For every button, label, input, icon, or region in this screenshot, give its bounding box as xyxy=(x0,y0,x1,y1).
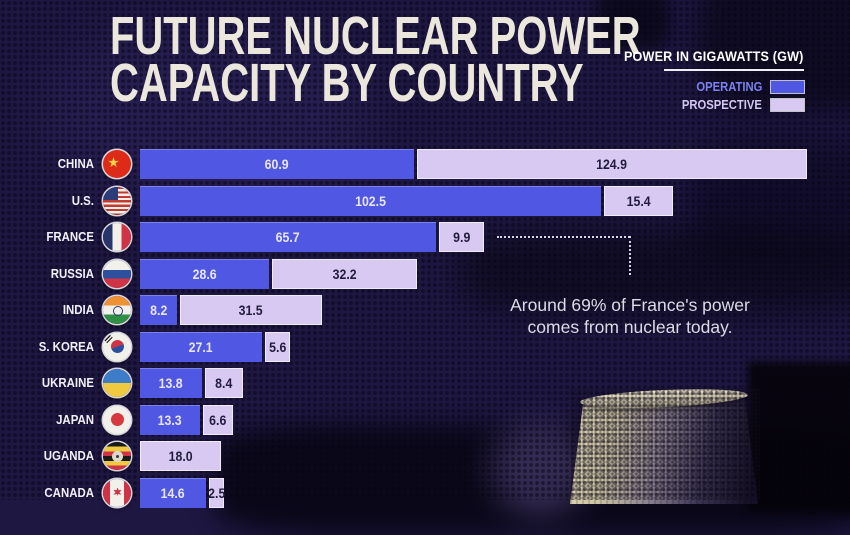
chart-row-canada: CANADA 14.6 2.5 xyxy=(0,477,850,508)
china-flag-icon xyxy=(103,150,131,178)
prospective-bar-segment: 18.0 xyxy=(140,441,221,471)
bar-group: 18.0 xyxy=(140,441,221,471)
skorea-flag-icon xyxy=(103,332,131,361)
country-label: CANADA xyxy=(44,484,94,500)
operating-value-label: 28.6 xyxy=(192,265,217,282)
operating-value-label: 60.9 xyxy=(265,156,289,172)
bar-group: 60.9 124.9 xyxy=(140,149,807,179)
chart-row-japan: JAPAN 13.3 6.6 xyxy=(0,404,850,435)
country-label: UGANDA xyxy=(43,448,94,463)
canada-flag-icon xyxy=(103,478,131,507)
chart-row-china: CHINA 60.9 124.9 xyxy=(0,149,850,179)
operating-value-label: 8.2 xyxy=(149,302,168,318)
country-label: UKRAINE xyxy=(41,375,94,390)
chart-row-france: FRANCE 65.7 9.9 xyxy=(0,222,850,252)
bar-group: 13.8 8.4 xyxy=(140,368,243,398)
country-label: RUSSIA xyxy=(50,265,94,281)
prospective-bar-segment: 31.5 xyxy=(180,295,322,325)
operating-swatch-icon xyxy=(771,81,804,93)
annotation-text: Around 69% of France's power comes from … xyxy=(455,294,805,338)
operating-bar-segment: 27.1 xyxy=(140,331,262,362)
operating-value-label: 65.7 xyxy=(276,229,300,245)
operating-bar-segment: 28.6 xyxy=(140,258,269,289)
operating-bar-segment: 102.5 xyxy=(140,185,601,216)
prospective-value-label: 2.5 xyxy=(207,484,226,501)
country-label: CHINA xyxy=(57,156,94,171)
country-label: U.S. xyxy=(71,192,94,208)
bar-group: 13.3 6.6 xyxy=(140,404,233,435)
operating-value-label: 13.8 xyxy=(159,375,183,391)
us-flag-icon xyxy=(103,186,131,215)
uganda-flag-icon xyxy=(103,442,131,470)
legend-title: POWER IN GIGAWATTS (GW) xyxy=(624,48,804,64)
prospective-bar-segment: 5.6 xyxy=(265,331,290,362)
legend: POWER IN GIGAWATTS (GW) OPERATING PROSPE… xyxy=(604,48,804,116)
prospective-value-label: 15.4 xyxy=(626,192,651,209)
chart-row-russia: RUSSIA 28.6 32.2 xyxy=(0,258,850,289)
operating-value-label: 14.6 xyxy=(161,484,185,501)
operating-bar-segment: 65.7 xyxy=(140,222,436,252)
prospective-value-label: 124.9 xyxy=(596,156,628,172)
bar-group: 102.5 15.4 xyxy=(140,185,673,216)
prospective-value-label: 32.2 xyxy=(332,265,357,282)
prospective-value-label: 9.9 xyxy=(452,229,471,245)
operating-value-label: 27.1 xyxy=(189,338,213,355)
russia-flag-icon xyxy=(103,259,131,288)
annotation-connector-vertical xyxy=(629,236,631,275)
operating-bar-segment: 13.8 xyxy=(140,368,202,398)
operating-value-label: 102.5 xyxy=(355,192,386,209)
prospective-value-label: 5.6 xyxy=(268,338,287,355)
country-label: S. KOREA xyxy=(38,338,94,354)
prospective-bar-segment: 9.9 xyxy=(439,222,484,252)
prospective-bar-segment: 6.6 xyxy=(203,404,233,435)
page-title-line2: CAPACITY BY COUNTRY xyxy=(110,53,584,113)
prospective-bar-segment: 8.4 xyxy=(205,368,243,398)
prospective-value-label: 18.0 xyxy=(168,448,193,464)
legend-item-prospective: PROSPECTIVE xyxy=(604,98,804,112)
legend-divider xyxy=(664,69,804,71)
operating-bar-segment: 8.2 xyxy=(140,295,177,325)
prospective-value-label: 6.6 xyxy=(209,411,227,428)
prospective-bar-segment: 124.9 xyxy=(417,149,807,179)
prospective-value-label: 31.5 xyxy=(239,302,263,318)
annotation-line2: comes from nuclear today. xyxy=(527,317,733,337)
bar-group: 28.6 32.2 xyxy=(140,258,417,289)
country-label: FRANCE xyxy=(46,229,94,244)
annotation-connector-horizontal xyxy=(497,236,630,238)
chart-row-us: U.S. 102.5 15.4 xyxy=(0,185,850,216)
annotation-line1: Around 69% of France's power xyxy=(510,295,750,315)
country-label: JAPAN xyxy=(56,411,94,427)
chart-row-uganda: UGANDA 18.0 xyxy=(0,441,850,471)
operating-bar-segment: 60.9 xyxy=(140,149,414,179)
prospective-bar-segment: 32.2 xyxy=(272,258,417,289)
india-flag-icon xyxy=(103,296,131,324)
bar-group: 27.1 5.6 xyxy=(140,331,290,362)
operating-bar-segment: 14.6 xyxy=(140,477,206,508)
chart-row-ukraine: UKRAINE 13.8 8.4 xyxy=(0,368,850,398)
prospective-bar-segment: 15.4 xyxy=(604,185,673,216)
ukraine-flag-icon xyxy=(103,369,131,397)
bar-group: 14.6 2.5 xyxy=(140,477,226,508)
legend-item-operating: OPERATING xyxy=(604,80,804,94)
japan-flag-icon xyxy=(103,405,131,434)
france-flag-icon xyxy=(103,223,131,251)
operating-value-label: 13.3 xyxy=(158,411,182,428)
country-label: INDIA xyxy=(62,302,94,317)
prospective-bar-segment: 2.5 xyxy=(207,477,226,508)
operating-bar-segment: 13.3 xyxy=(140,404,200,435)
legend-label-operating: OPERATING xyxy=(695,80,762,94)
bar-group: 65.7 9.9 xyxy=(140,222,484,252)
prospective-swatch-icon xyxy=(771,99,804,111)
prospective-value-label: 8.4 xyxy=(215,375,233,391)
legend-label-prospective: PROSPECTIVE xyxy=(681,98,762,112)
bar-group: 8.2 31.5 xyxy=(140,295,322,325)
